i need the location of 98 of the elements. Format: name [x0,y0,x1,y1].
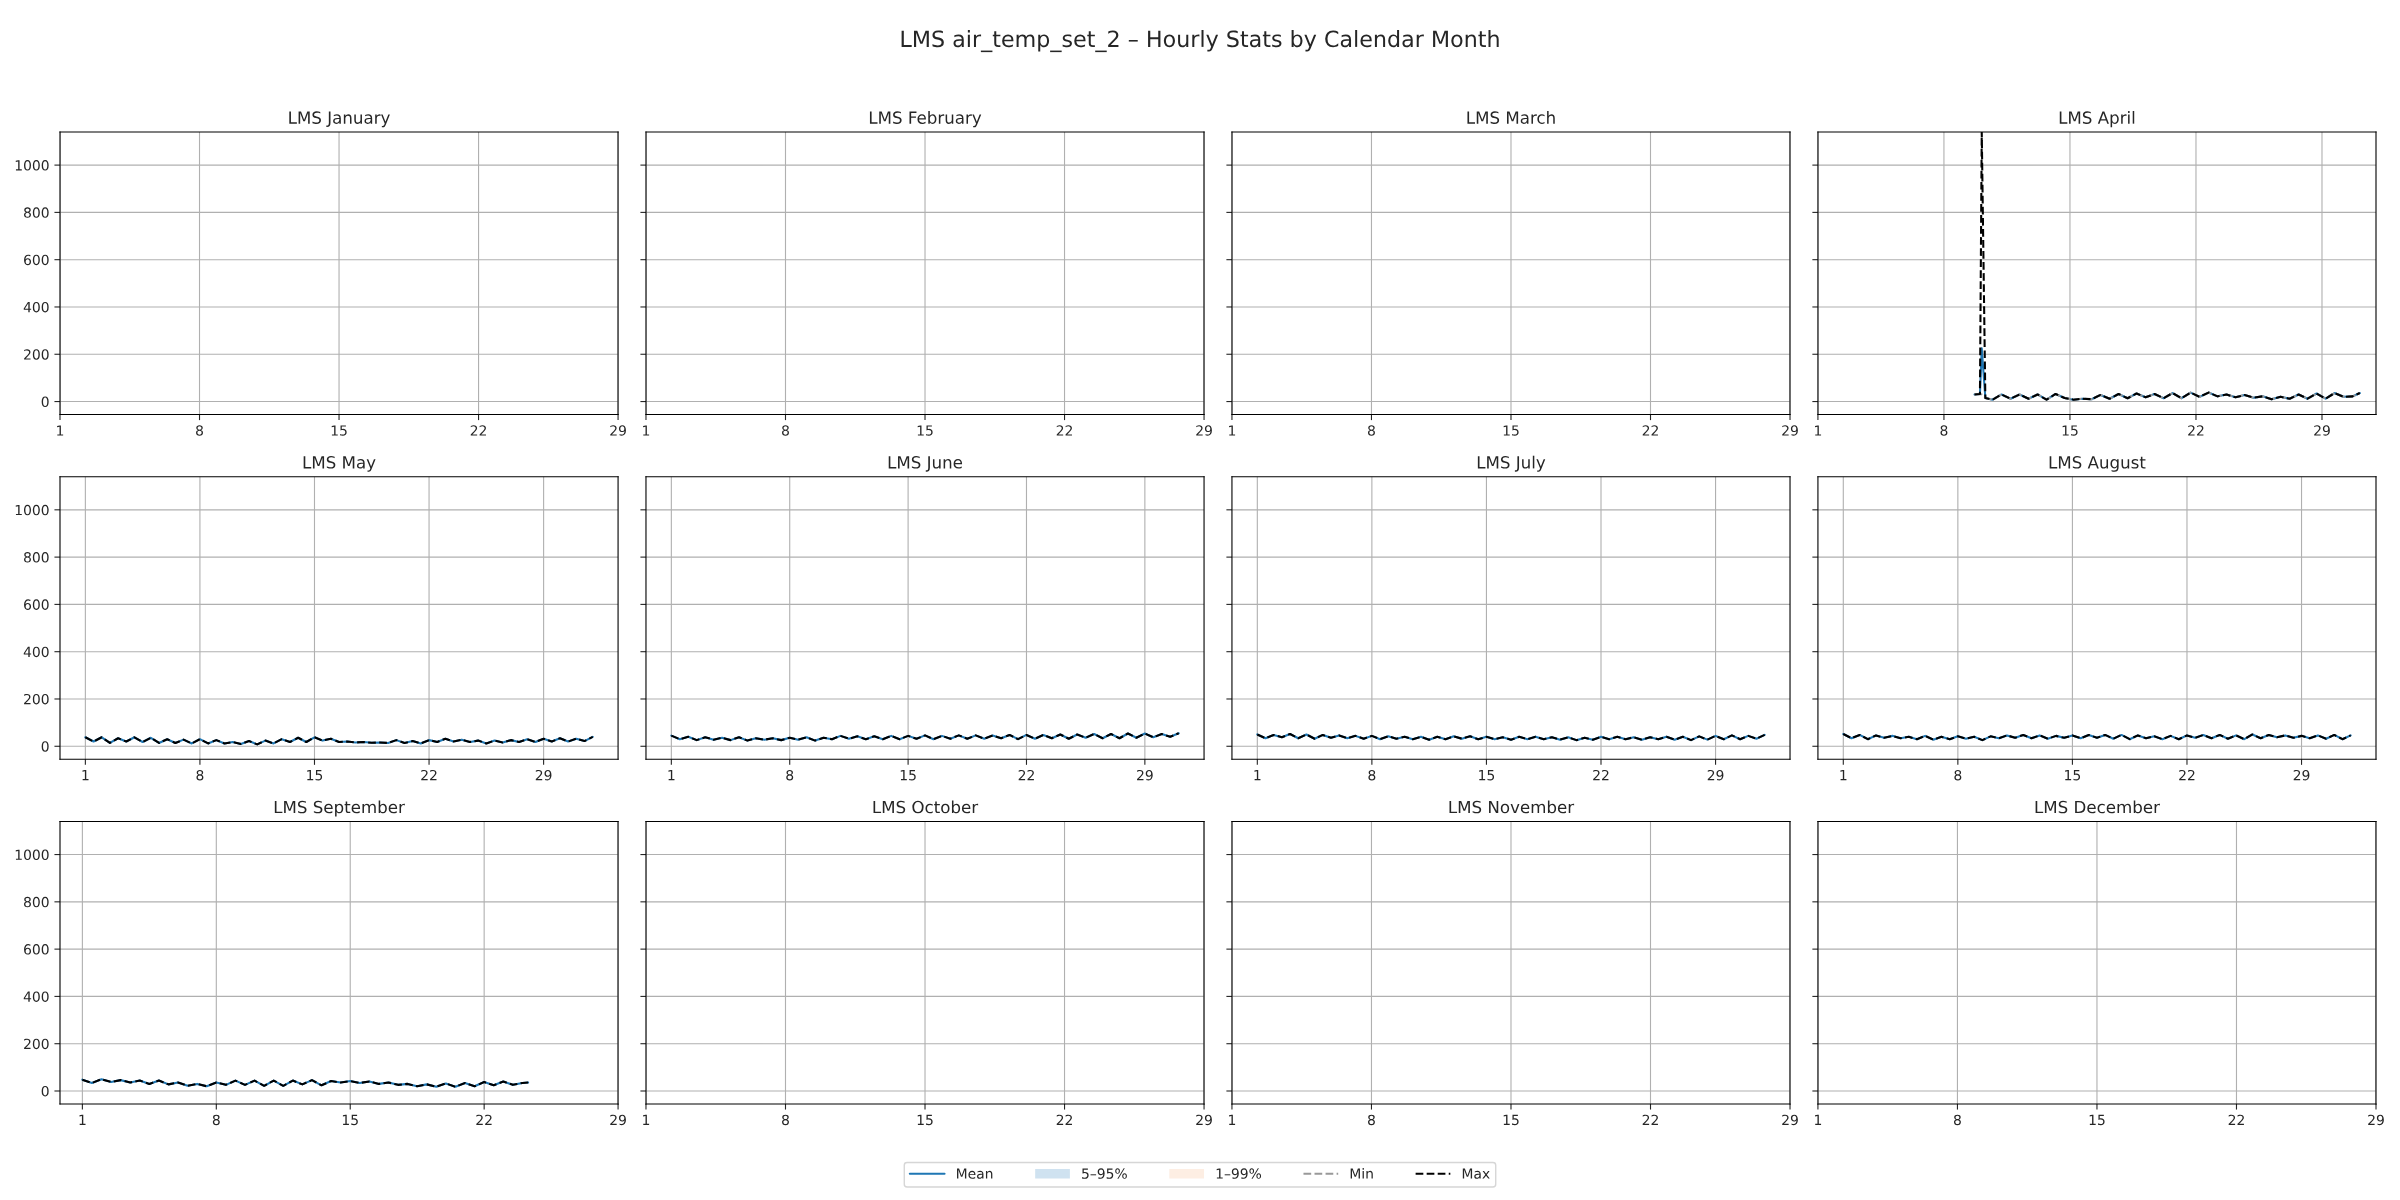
x-tick-label: 8 [1367,425,1375,436]
y-tick-label: 200 [24,693,49,705]
x-tick-label: 1 [643,1114,650,1125]
y-tick-label: 200 [24,1038,49,1050]
chart-title: LMS May [303,456,376,472]
line-series [81,1078,530,1088]
x-tick-label: 15 [917,1114,933,1126]
x-tick-label: 15 [2065,770,2081,781]
x-tick-label: 22 [2228,1114,2244,1125]
x-tick-label: 1 [79,1114,86,1125]
x-tick-label: 8 [1953,1114,1961,1126]
chart-title: LMS August [2049,456,2146,472]
chart-title: LMS February [869,111,982,128]
line-series [84,735,594,746]
x-tick-label: 15 [900,770,916,781]
x-tick-label: 1 [57,425,64,436]
chart-title: LMS January [289,111,390,128]
chart-title: LMS September [274,800,405,817]
x-tick-label: 15 [917,425,933,436]
x-tick-label: 29 [2314,425,2330,436]
y-tick-label: 0 [41,396,49,408]
y-tick-label: 600 [24,254,49,266]
x-tick-label: 22 [1056,1114,1072,1125]
x-tick-label: 22 [1642,1114,1658,1125]
x-tick-label: 22 [1018,769,1034,781]
x-tick-label: 1 [668,770,675,781]
y-tick-label: 600 [24,599,49,610]
x-tick-label: 8 [1940,425,1948,436]
x-tick-label: 29 [1782,1114,1798,1126]
x-tick-label: 29 [1782,425,1798,436]
y-tick-label: 400 [23,991,49,1002]
x-tick-label: 8 [782,425,789,436]
x-tick-label: 8 [782,1114,789,1126]
x-tick-label: 15 [2089,1114,2105,1126]
x-tick-label: 22 [470,425,486,436]
y-tick-label: 400 [23,646,49,658]
chart-title: LMS March [1467,111,1555,124]
x-tick-label: 1 [1840,770,1847,781]
x-tick-label: 29 [1137,769,1153,781]
chart-title: LMS June [888,456,963,472]
x-tick-label: 1 [1815,425,1822,436]
x-tick-label: 29 [610,1114,626,1126]
x-tick-label: 1 [1254,770,1261,781]
y-tick-label: 0 [41,1085,49,1097]
y-tick-label: 600 [24,944,49,955]
x-tick-label: 8 [1367,1114,1375,1126]
x-tick-label: 8 [196,769,204,781]
x-tick-label: 1 [1229,1114,1236,1125]
x-tick-label: 15 [342,1114,358,1126]
x-tick-label: 29 [610,425,626,436]
x-tick-label: 22 [476,1114,492,1125]
y-tick-label: 200 [24,349,49,360]
x-tick-label: 29 [2368,1114,2384,1126]
chart-title: LMS April [2059,111,2135,128]
x-tick-label: 29 [2293,769,2310,781]
x-tick-label: 8 [1368,769,1376,781]
legend-label: Mean [957,1168,993,1179]
x-tick-label: 8 [196,425,203,436]
y-tick-label: 800 [24,207,49,218]
x-tick-label: 1 [1815,1114,1822,1125]
x-tick-label: 22 [1642,425,1658,436]
x-tick-label: 15 [1503,1114,1519,1126]
x-tick-label: 8 [1954,769,1962,781]
x-tick-label: 22 [2179,769,2195,781]
x-tick-label: 22 [1593,769,1609,781]
chart-title: LMS October [873,800,979,814]
y-tick-label: 800 [24,552,49,563]
x-tick-label: 22 [1056,425,1072,436]
x-tick-label: 1 [1229,425,1236,436]
chart-title: LMS July [1477,455,1546,472]
chart-title: LMS December [2035,800,2160,814]
x-tick-label: 29 [1707,769,1724,781]
chart-title: LMS November [1449,800,1575,814]
y-tick-label: 400 [23,301,49,313]
y-tick-label: 800 [24,896,49,908]
x-tick-label: 1 [643,425,650,436]
x-tick-label: 15 [2062,425,2078,436]
y-tick-label: 1000 [15,849,49,861]
x-tick-label: 8 [786,769,794,781]
legend-label: Max [1462,1168,1490,1179]
text: LMS air_temp_set_2 – Hourly Stats by Calendar Month [901,30,1499,53]
x-tick-label: 22 [421,769,437,781]
x-tick-label: 29 [1196,425,1212,436]
x-tick-label: 22 [2188,425,2204,436]
x-tick-label: 1 [82,770,89,781]
x-tick-label: 15 [307,770,323,781]
y-tick-label: 0 [41,741,49,752]
x-tick-label: 8 [212,1114,220,1126]
x-tick-label: 15 [331,425,347,436]
x-tick-label: 15 [1479,770,1495,781]
legend-label: Min [1350,1168,1373,1179]
legend-label: 1–99% [1216,1168,1262,1179]
y-tick-label: 1000 [15,160,49,171]
x-tick-label: 29 [1196,1114,1212,1126]
legend-label: 5–95% [1082,1168,1127,1179]
x-tick-label: 15 [1503,425,1519,436]
x-tick-label: 29 [535,769,552,781]
y-tick-label: 1000 [15,504,49,516]
